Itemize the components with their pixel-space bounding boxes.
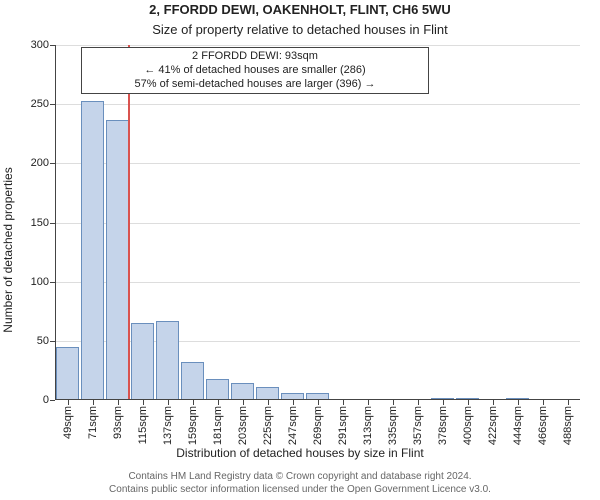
x-tick-label: 247sqm xyxy=(287,406,299,445)
y-tick-label: 0 xyxy=(43,394,55,406)
histogram-bar xyxy=(156,321,180,400)
attribution-line-2: Contains public sector information licen… xyxy=(0,484,600,497)
x-tick-label: 225sqm xyxy=(262,406,274,445)
x-tick-mark xyxy=(443,400,444,405)
x-tick-label: 335sqm xyxy=(387,406,399,445)
x-tick-label: 422sqm xyxy=(487,406,499,445)
y-tick-label: 200 xyxy=(31,157,55,169)
histogram-bar xyxy=(131,323,155,400)
x-tick-label: 269sqm xyxy=(312,406,324,445)
x-tick-label: 71sqm xyxy=(87,406,99,439)
y-tick-label: 300 xyxy=(31,39,55,51)
x-tick-mark xyxy=(343,400,344,405)
chart-container: 2, FFORDD DEWI, OAKENHOLT, FLINT, CH6 5W… xyxy=(0,0,600,500)
x-tick-mark xyxy=(268,400,269,405)
x-tick-label: 181sqm xyxy=(212,406,224,445)
x-tick-label: 488sqm xyxy=(562,406,574,445)
x-tick-mark xyxy=(118,400,119,405)
x-tick-mark xyxy=(243,400,244,405)
x-tick-mark xyxy=(493,400,494,405)
x-tick-mark xyxy=(368,400,369,405)
x-tick-label: 444sqm xyxy=(512,406,524,445)
histogram-bar xyxy=(81,101,105,400)
x-tick-label: 357sqm xyxy=(412,406,424,445)
grid-line xyxy=(55,104,580,105)
y-axis-line xyxy=(55,45,56,400)
histogram-bar xyxy=(56,347,80,400)
x-tick-mark xyxy=(143,400,144,405)
histogram-bar xyxy=(106,120,130,400)
annotation-line: 57% of semi-detached houses are larger (… xyxy=(86,78,425,92)
y-axis-label: Number of detached properties xyxy=(1,167,15,332)
x-tick-mark xyxy=(543,400,544,405)
x-tick-label: 313sqm xyxy=(362,406,374,445)
x-tick-mark xyxy=(418,400,419,405)
highlight-line xyxy=(128,45,130,400)
x-tick-mark xyxy=(218,400,219,405)
chart-title: 2, FFORDD DEWI, OAKENHOLT, FLINT, CH6 5W… xyxy=(0,2,600,17)
x-tick-label: 378sqm xyxy=(437,406,449,445)
histogram-bar xyxy=(181,362,205,400)
x-tick-mark xyxy=(168,400,169,405)
y-tick-label: 250 xyxy=(31,98,55,110)
x-tick-label: 203sqm xyxy=(237,406,249,445)
attribution: Contains HM Land Registry data © Crown c… xyxy=(0,471,600,496)
x-tick-mark xyxy=(568,400,569,405)
x-axis-label: Distribution of detached houses by size … xyxy=(0,446,600,460)
x-tick-mark xyxy=(68,400,69,405)
attribution-line-1: Contains HM Land Registry data © Crown c… xyxy=(0,471,600,484)
x-tick-label: 137sqm xyxy=(162,406,174,445)
annotation-line: 2 FFORDD DEWI: 93sqm xyxy=(86,50,425,64)
histogram-bar xyxy=(206,379,230,400)
annotation-line: ← 41% of detached houses are smaller (28… xyxy=(86,64,425,78)
annotation-box: 2 FFORDD DEWI: 93sqm← 41% of detached ho… xyxy=(81,47,430,94)
histogram-bar xyxy=(231,383,255,400)
x-tick-mark xyxy=(393,400,394,405)
x-tick-mark xyxy=(318,400,319,405)
x-tick-mark xyxy=(518,400,519,405)
grid-line xyxy=(55,223,580,224)
x-tick-label: 115sqm xyxy=(137,406,149,444)
x-tick-mark xyxy=(293,400,294,405)
y-tick-label: 150 xyxy=(31,217,55,229)
x-tick-mark xyxy=(93,400,94,405)
grid-line xyxy=(55,45,580,46)
x-tick-label: 466sqm xyxy=(537,406,549,445)
x-tick-label: 159sqm xyxy=(187,406,199,445)
x-axis-line xyxy=(55,399,580,400)
grid-line xyxy=(55,282,580,283)
grid-line xyxy=(55,163,580,164)
y-tick-label: 50 xyxy=(37,335,55,347)
plot-area: 05010015020025030049sqm71sqm93sqm115sqm1… xyxy=(55,45,580,400)
y-tick-label: 100 xyxy=(31,276,55,288)
x-tick-mark xyxy=(193,400,194,405)
x-tick-mark xyxy=(468,400,469,405)
x-tick-label: 49sqm xyxy=(62,406,74,439)
chart-subtitle: Size of property relative to detached ho… xyxy=(0,22,600,37)
x-tick-label: 291sqm xyxy=(337,406,349,445)
x-tick-label: 93sqm xyxy=(112,406,124,439)
x-tick-label: 400sqm xyxy=(462,406,474,445)
